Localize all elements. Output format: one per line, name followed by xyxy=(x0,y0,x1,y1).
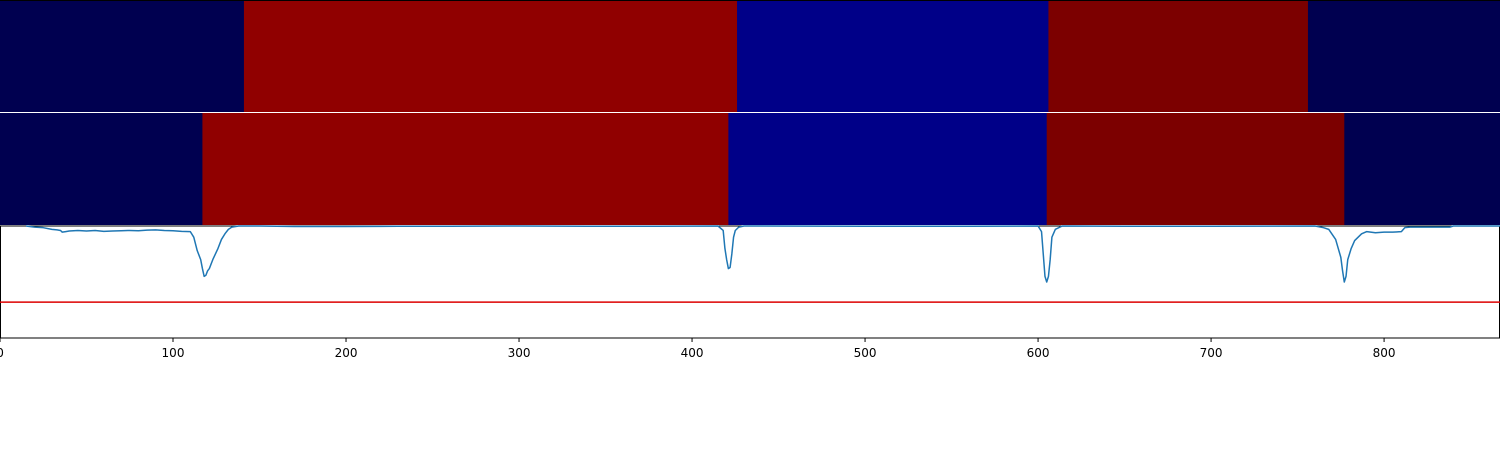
signal-panel-frame xyxy=(0,225,1500,339)
x-tick-label: 400 xyxy=(681,346,704,360)
x-tick-label: 700 xyxy=(1200,346,1223,360)
heatmap-cell-r2-2 xyxy=(202,113,729,225)
x-tick-label: 200 xyxy=(335,346,358,360)
heatmap-cell-r1-3 xyxy=(737,0,1049,112)
heatmap-cell-r2-5 xyxy=(1344,113,1500,225)
heatmap-cell-r1-1 xyxy=(0,0,245,112)
heatmap-cell-r1-5 xyxy=(1307,0,1500,112)
signal-panel xyxy=(0,225,1500,339)
heatmap-cell-r2-1 xyxy=(0,113,203,225)
heatmap-row-1 xyxy=(0,0,1500,112)
heatmap-cell-r2-4 xyxy=(1046,113,1345,225)
x-tick-label: 300 xyxy=(508,346,531,360)
x-axis: 0 100 200 300 400 500 600 700 800 xyxy=(0,338,1396,360)
x-tick-label: 100 xyxy=(162,346,185,360)
x-tick-label: 600 xyxy=(1027,346,1050,360)
heatmap xyxy=(0,0,1500,225)
heatmap-cell-r1-4 xyxy=(1048,0,1309,112)
signal-line xyxy=(25,225,1500,283)
heatmap-cell-r2-3 xyxy=(728,113,1048,225)
x-tick-label: 500 xyxy=(854,346,877,360)
heatmap-row-2 xyxy=(0,113,1500,225)
x-tick-label: 0 xyxy=(0,346,4,360)
x-tick-label: 800 xyxy=(1373,346,1396,360)
heatmap-cell-r1-2 xyxy=(243,0,738,112)
